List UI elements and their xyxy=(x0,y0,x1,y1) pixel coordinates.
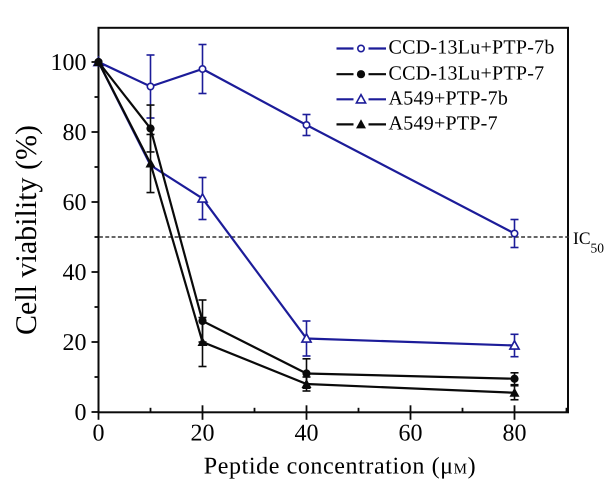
svg-text:40: 40 xyxy=(295,421,319,447)
svg-text:80: 80 xyxy=(63,120,87,146)
svg-text:60: 60 xyxy=(399,421,423,447)
svg-text:CCD-13Lu+PTP-7b: CCD-13Lu+PTP-7b xyxy=(389,37,555,59)
svg-text:Peptide concentration (μM): Peptide concentration (μM) xyxy=(204,454,476,480)
svg-text:80: 80 xyxy=(503,421,527,447)
svg-text:20: 20 xyxy=(63,330,87,356)
svg-text:Cell viability (%): Cell viability (%) xyxy=(10,125,43,335)
svg-text:100: 100 xyxy=(51,50,87,76)
svg-text:A549+PTP-7: A549+PTP-7 xyxy=(389,113,498,135)
svg-text:0: 0 xyxy=(93,421,105,447)
svg-text:60: 60 xyxy=(63,190,87,216)
svg-text:A549+PTP-7b: A549+PTP-7b xyxy=(389,88,509,110)
svg-text:0: 0 xyxy=(75,400,87,426)
svg-text:20: 20 xyxy=(191,421,215,447)
svg-text:CCD-13Lu+PTP-7: CCD-13Lu+PTP-7 xyxy=(389,62,545,84)
svg-text:40: 40 xyxy=(63,260,87,286)
